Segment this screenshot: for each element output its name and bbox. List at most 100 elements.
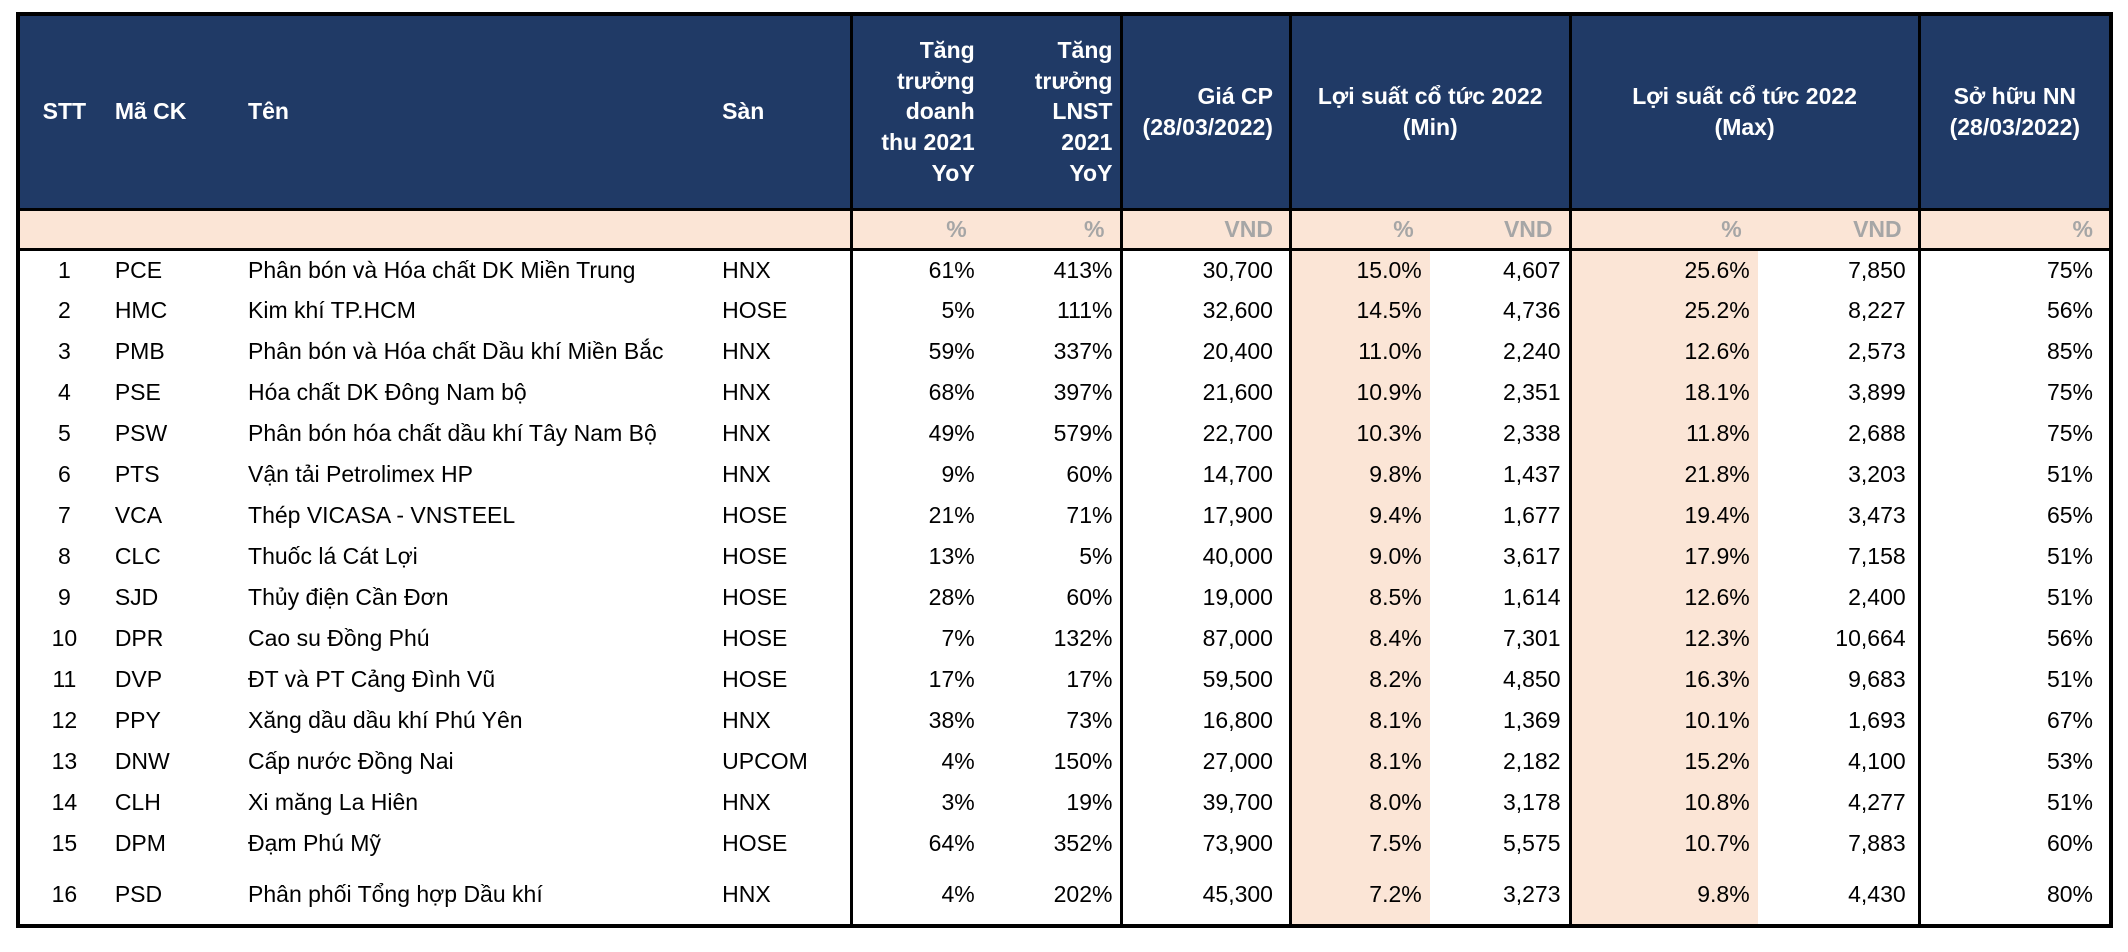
cell-dividend-yield-max-vnd: 3,899 xyxy=(1757,372,1921,413)
cell-company-name: Thép VICASA - VNSTEEL xyxy=(242,495,701,536)
cell-revenue-growth: 4% xyxy=(851,741,983,782)
cell-profit-growth: 111% xyxy=(982,290,1124,331)
cell-dividend-yield-max-vnd: 3,473 xyxy=(1757,495,1921,536)
cell-price: 39,700 xyxy=(1121,782,1292,823)
cell-exchange: HOSE xyxy=(700,659,854,700)
cell-price: 32,600 xyxy=(1121,290,1292,331)
cell-company-name: Kim khí TP.HCM xyxy=(242,290,701,331)
cell-dividend-yield-min-vnd: 1,437 xyxy=(1429,454,1572,495)
cell-profit-growth: 337% xyxy=(982,331,1124,372)
cell-profit-growth: 60% xyxy=(982,577,1124,618)
cell-dividend-yield-min-vnd: 2,338 xyxy=(1429,413,1572,454)
cell-dividend-yield-min-pct: 8.5% xyxy=(1290,577,1430,618)
cell-foreign-ownership: 75% xyxy=(1919,372,2111,413)
cell-foreign-ownership: 51% xyxy=(1919,782,2111,823)
cell-stt: 6 xyxy=(18,454,109,495)
cell-company-name: Xi măng La Hiên xyxy=(242,782,701,823)
cell-dividend-yield-min-vnd: 7,301 xyxy=(1429,618,1572,659)
cell-ticker: CLC xyxy=(108,536,243,577)
cell-company-name: Phân bón và Hóa chất DK Miền Trung xyxy=(242,249,701,290)
cell-dividend-yield-min-vnd: 3,273 xyxy=(1429,864,1572,926)
cell-company-name: Thuốc lá Cát Lợi xyxy=(242,536,701,577)
cell-company-name: Cấp nước Đồng Nai xyxy=(242,741,701,782)
cell-exchange: HOSE xyxy=(700,290,854,331)
cell-revenue-growth: 59% xyxy=(851,331,983,372)
cell-dividend-yield-max-pct: 18.1% xyxy=(1570,372,1758,413)
cell-dividend-yield-min-vnd: 2,351 xyxy=(1429,372,1572,413)
table-row: 9 SJD Thủy điện Cần Đơn HOSE 28% 60% 19,… xyxy=(18,577,2111,618)
cell-ticker: CLH xyxy=(108,782,243,823)
cell-dividend-yield-max-vnd: 2,573 xyxy=(1757,331,1921,372)
col-header-stt: STT xyxy=(18,14,109,209)
col-header-exchange: Sàn xyxy=(700,14,854,209)
cell-stt: 16 xyxy=(18,864,109,926)
table-row: 5 PSW Phân bón hóa chất dầu khí Tây Nam … xyxy=(18,413,2111,454)
unit-cell-div-min-vnd: VND xyxy=(1429,209,1572,249)
cell-ticker: PTS xyxy=(108,454,243,495)
cell-price: 17,900 xyxy=(1121,495,1292,536)
cell-dividend-yield-min-pct: 11.0% xyxy=(1290,331,1430,372)
cell-dividend-yield-min-pct: 7.5% xyxy=(1290,823,1430,864)
cell-stt: 10 xyxy=(18,618,109,659)
cell-stt: 5 xyxy=(18,413,109,454)
cell-dividend-yield-max-vnd: 7,158 xyxy=(1757,536,1921,577)
cell-foreign-ownership: 80% xyxy=(1919,864,2111,926)
cell-dividend-yield-min-vnd: 5,575 xyxy=(1429,823,1572,864)
cell-stt: 4 xyxy=(18,372,109,413)
table-row: 12 PPY Xăng dầu dầu khí Phú Yên HNX 38% … xyxy=(18,700,2111,741)
cell-exchange: HNX xyxy=(700,249,854,290)
cell-stt: 12 xyxy=(18,700,109,741)
cell-company-name: Hóa chất DK Đông Nam bộ xyxy=(242,372,701,413)
cell-stt: 7 xyxy=(18,495,109,536)
cell-company-name: Vận tải Petrolimex HP xyxy=(242,454,701,495)
cell-dividend-yield-max-pct: 10.1% xyxy=(1570,700,1758,741)
cell-price: 73,900 xyxy=(1121,823,1292,864)
cell-foreign-ownership: 65% xyxy=(1919,495,2111,536)
cell-price: 21,600 xyxy=(1121,372,1292,413)
cell-dividend-yield-min-vnd: 4,607 xyxy=(1429,249,1572,290)
cell-dividend-yield-min-vnd: 2,182 xyxy=(1429,741,1572,782)
table-unit-row: % % VND % VND % VND % xyxy=(18,209,2111,249)
col-header-revenue-growth: Tăng trưởng doanh thu 2021 YoY xyxy=(851,14,983,209)
cell-exchange: HOSE xyxy=(700,823,854,864)
cell-dividend-yield-min-vnd: 1,614 xyxy=(1429,577,1572,618)
cell-dividend-yield-max-vnd: 7,850 xyxy=(1757,249,1921,290)
cell-dividend-yield-max-pct: 12.6% xyxy=(1570,331,1758,372)
cell-foreign-ownership: 75% xyxy=(1919,249,2111,290)
cell-company-name: ĐT và PT Cảng Đình Vũ xyxy=(242,659,701,700)
cell-revenue-growth: 21% xyxy=(851,495,983,536)
cell-revenue-growth: 49% xyxy=(851,413,983,454)
cell-dividend-yield-max-pct: 17.9% xyxy=(1570,536,1758,577)
dividend-stock-table: STT Mã CK Tên Sàn Tăng trưởng doanh thu … xyxy=(16,12,2113,928)
cell-ticker: PPY xyxy=(108,700,243,741)
cell-profit-growth: 19% xyxy=(982,782,1124,823)
cell-dividend-yield-max-vnd: 10,664 xyxy=(1757,618,1921,659)
table-row: 16 PSD Phân phối Tổng hợp Dầu khí HNX 4%… xyxy=(18,864,2111,926)
table-row: 8 CLC Thuốc lá Cát Lợi HOSE 13% 5% 40,00… xyxy=(18,536,2111,577)
cell-dividend-yield-max-pct: 16.3% xyxy=(1570,659,1758,700)
cell-revenue-growth: 28% xyxy=(851,577,983,618)
cell-price: 87,000 xyxy=(1121,618,1292,659)
cell-revenue-growth: 4% xyxy=(851,864,983,926)
unit-cell-blank xyxy=(18,209,854,249)
cell-price: 22,700 xyxy=(1121,413,1292,454)
cell-revenue-growth: 5% xyxy=(851,290,983,331)
cell-ticker: PSE xyxy=(108,372,243,413)
cell-profit-growth: 579% xyxy=(982,413,1124,454)
cell-dividend-yield-max-pct: 9.8% xyxy=(1570,864,1758,926)
cell-dividend-yield-min-pct: 8.1% xyxy=(1290,741,1430,782)
table-row: 1 PCE Phân bón và Hóa chất DK Miền Trung… xyxy=(18,249,2111,290)
cell-dividend-yield-min-vnd: 3,617 xyxy=(1429,536,1572,577)
cell-dividend-yield-min-vnd: 3,178 xyxy=(1429,782,1572,823)
table-row: 7 VCA Thép VICASA - VNSTEEL HOSE 21% 71%… xyxy=(18,495,2111,536)
unit-cell-div-max-vnd: VND xyxy=(1757,209,1921,249)
cell-stt: 11 xyxy=(18,659,109,700)
table-row: 13 DNW Cấp nước Đồng Nai UPCOM 4% 150% 2… xyxy=(18,741,2111,782)
cell-exchange: HNX xyxy=(700,454,854,495)
cell-dividend-yield-max-pct: 11.8% xyxy=(1570,413,1758,454)
cell-dividend-yield-min-pct: 8.4% xyxy=(1290,618,1430,659)
cell-revenue-growth: 64% xyxy=(851,823,983,864)
cell-foreign-ownership: 53% xyxy=(1919,741,2111,782)
cell-company-name: Phân bón hóa chất dầu khí Tây Nam Bộ xyxy=(242,413,701,454)
cell-dividend-yield-min-pct: 9.8% xyxy=(1290,454,1430,495)
